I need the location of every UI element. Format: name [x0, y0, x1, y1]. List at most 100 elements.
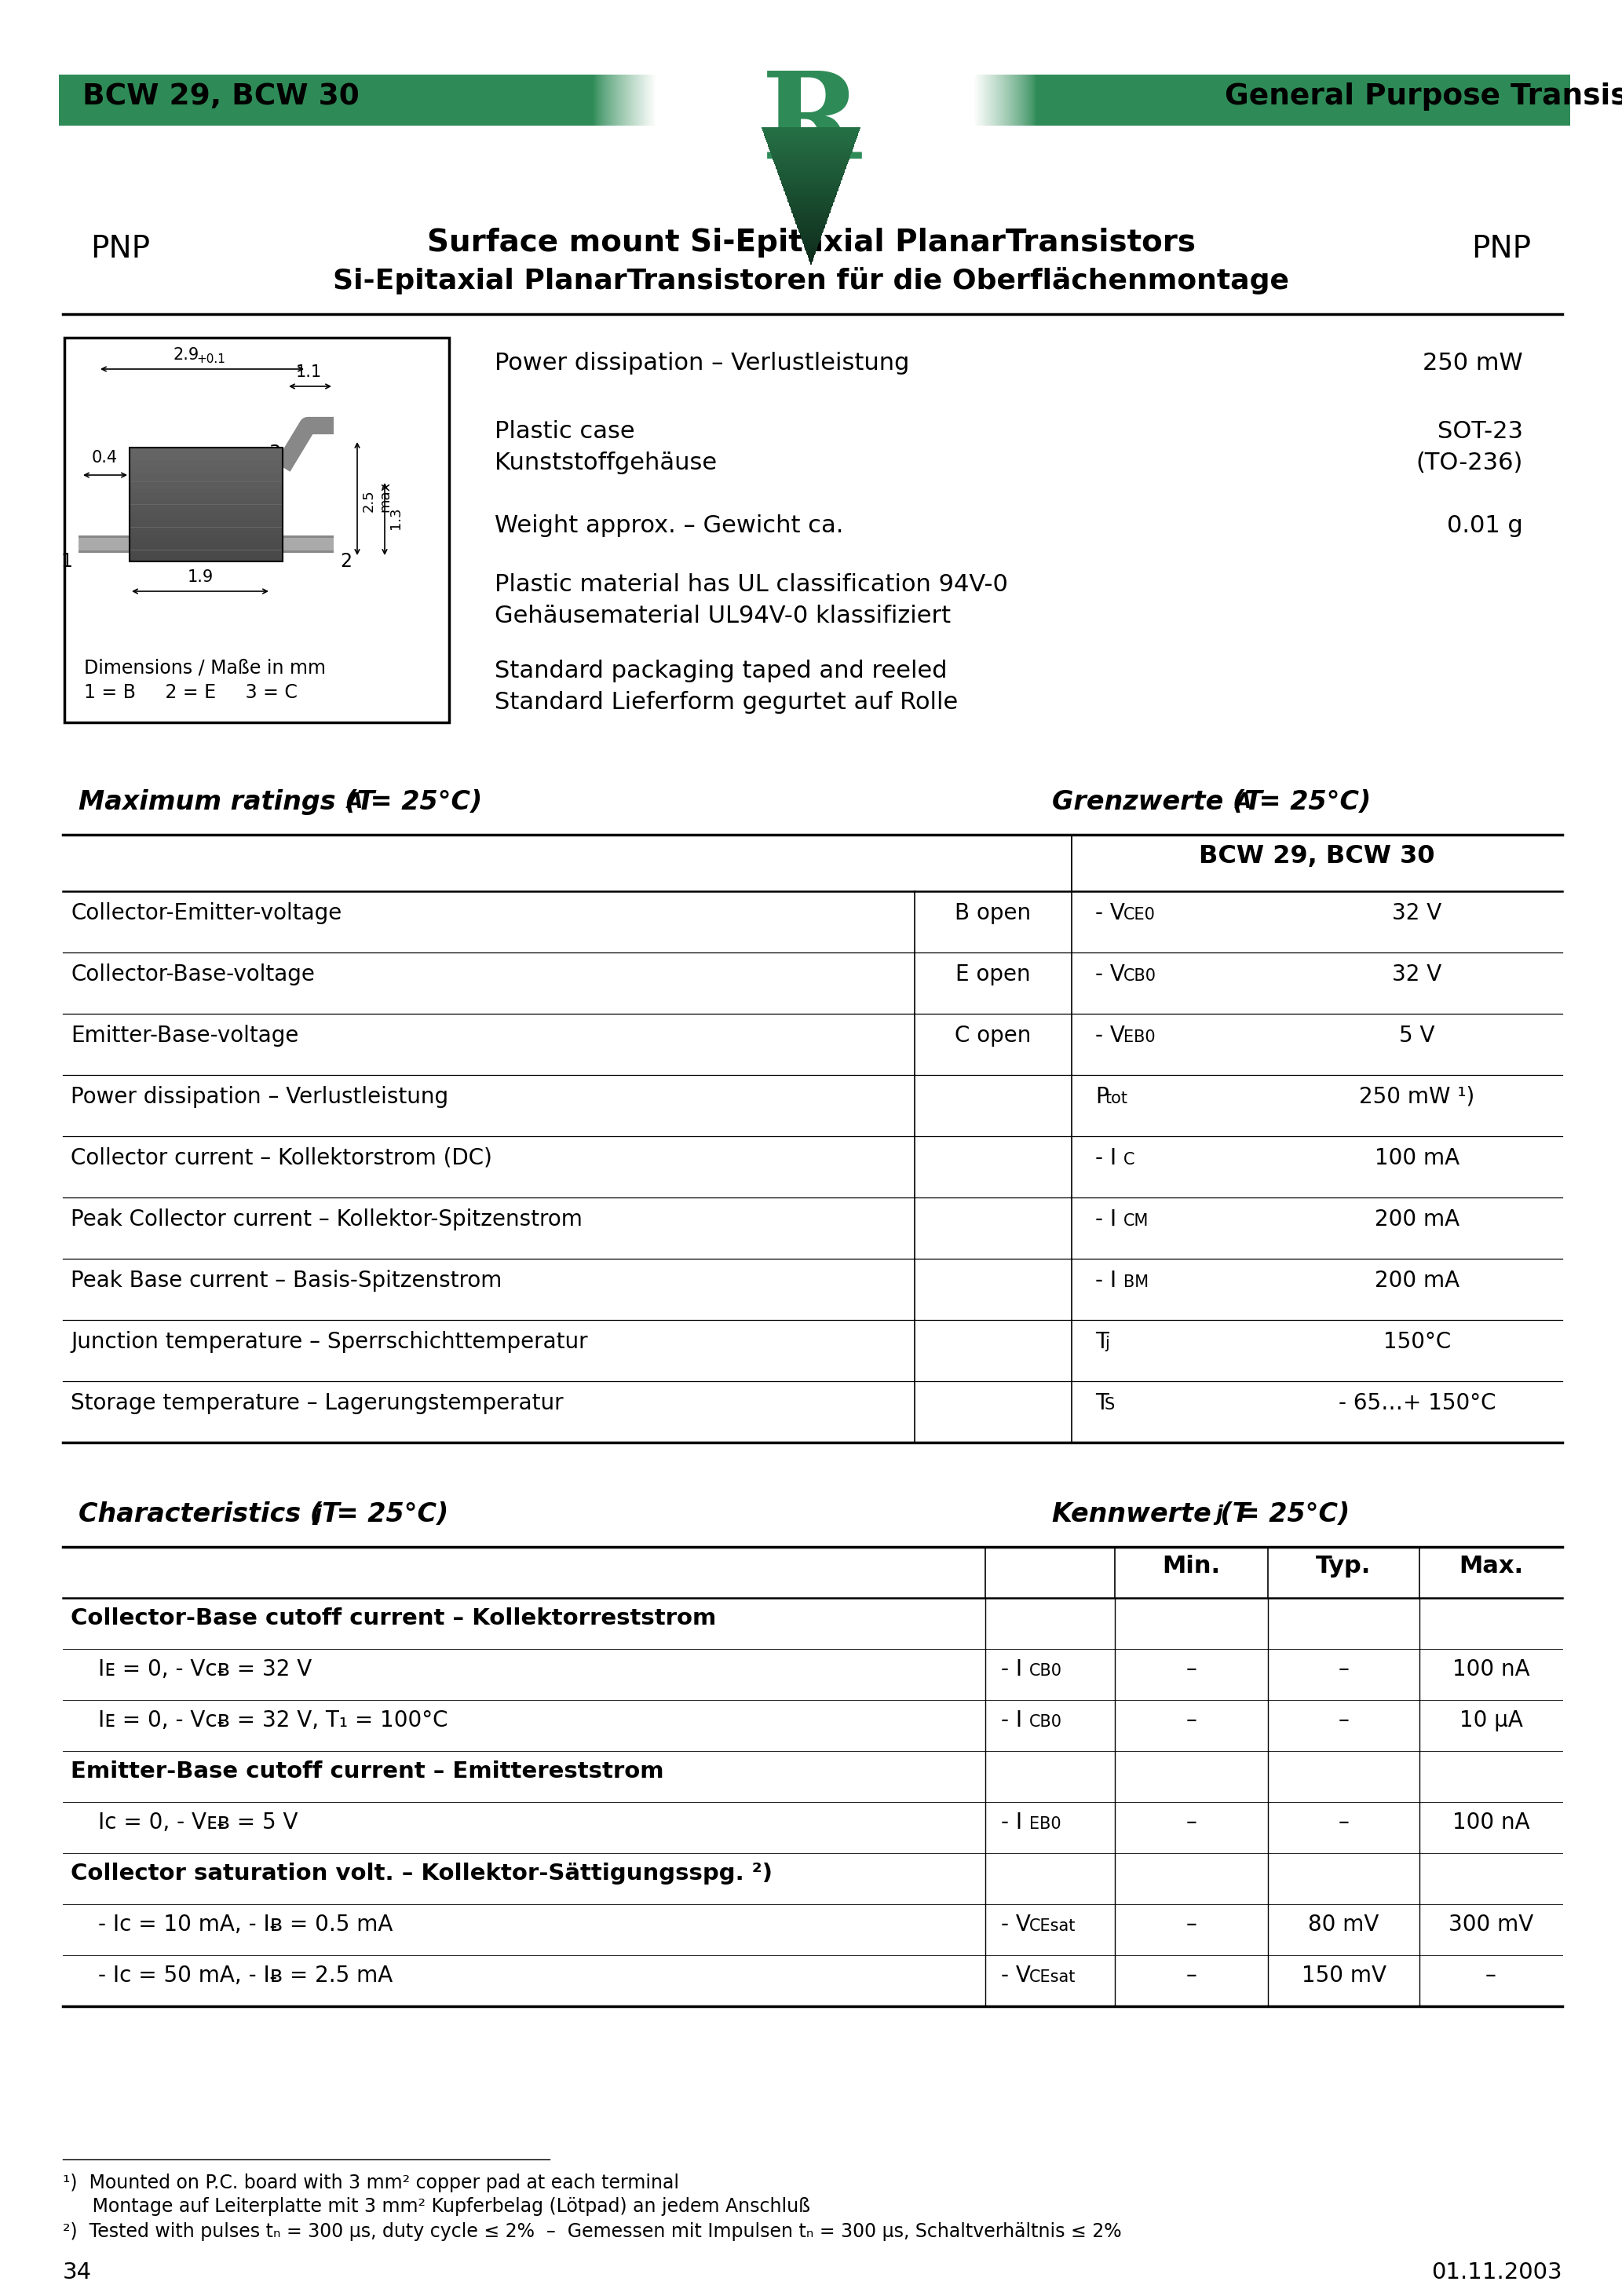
- Text: Characteristics (T: Characteristics (T: [78, 1502, 339, 1527]
- Text: +0.1: +0.1: [196, 354, 225, 365]
- Text: Standard packaging taped and reeled: Standard packaging taped and reeled: [495, 659, 947, 682]
- Text: = 25°C): = 25°C): [1229, 1502, 1350, 1527]
- Text: Plastic material has UL classification 94V-0: Plastic material has UL classification 9…: [495, 574, 1007, 597]
- Text: Montage auf Leiterplatte mit 3 mm² Kupferbelag (Lötpad) an jedem Anschluß: Montage auf Leiterplatte mit 3 mm² Kupfe…: [63, 2197, 811, 2216]
- Text: 2: 2: [341, 551, 352, 572]
- Text: –: –: [1186, 1711, 1197, 1731]
- Text: Collector-Emitter-voltage: Collector-Emitter-voltage: [71, 902, 342, 925]
- Bar: [130, 517, 282, 519]
- Text: B open: B open: [955, 902, 1032, 925]
- Text: Peak Collector current – Kollektor-Spitzenstrom: Peak Collector current – Kollektor-Spitz…: [71, 1208, 582, 1231]
- Text: T: T: [1095, 1332, 1108, 1352]
- Text: Peak Base current – Basis-Spitzenstrom: Peak Base current – Basis-Spitzenstrom: [71, 1270, 501, 1293]
- Text: 0.01 g: 0.01 g: [1447, 514, 1523, 537]
- Text: P: P: [1095, 1086, 1108, 1109]
- Text: Typ.: Typ.: [1315, 1554, 1371, 1577]
- Text: Maximum ratings (T: Maximum ratings (T: [78, 790, 375, 815]
- Text: 10 μA: 10 μA: [1460, 1711, 1523, 1731]
- Bar: [130, 505, 282, 507]
- Text: - V: - V: [1095, 902, 1126, 925]
- Text: - Iᴄ = 50 mA, - Iᴃ = 2.5 mA: - Iᴄ = 50 mA, - Iᴃ = 2.5 mA: [99, 1965, 393, 1986]
- Text: EB0: EB0: [1030, 1816, 1061, 1832]
- Bar: [130, 471, 282, 475]
- Text: –: –: [1338, 1812, 1350, 1835]
- Text: Iᴇ = 0, - Vᴄᴃ = 32 V, T₁ = 100°C: Iᴇ = 0, - Vᴄᴃ = 32 V, T₁ = 100°C: [99, 1711, 448, 1731]
- Text: 32 V: 32 V: [1392, 964, 1442, 985]
- Text: CM: CM: [1124, 1212, 1148, 1228]
- Bar: [973, 73, 1570, 126]
- Text: A: A: [347, 792, 363, 813]
- Text: Surface mount Si-Epitaxial PlanarTransistors: Surface mount Si-Epitaxial PlanarTransis…: [427, 227, 1195, 257]
- Text: Standard Lieferform gegurtet auf Rolle: Standard Lieferform gegurtet auf Rolle: [495, 691, 959, 714]
- Text: CB0: CB0: [1124, 969, 1156, 985]
- Text: Dimensions / Maße in mm: Dimensions / Maße in mm: [84, 659, 326, 677]
- Text: Grenzwerte (T: Grenzwerte (T: [1053, 790, 1262, 815]
- Text: 250 mW: 250 mW: [1422, 351, 1523, 374]
- Text: - 65…+ 150°C: - 65…+ 150°C: [1338, 1391, 1495, 1414]
- Text: 200 mA: 200 mA: [1375, 1270, 1460, 1293]
- Text: 32 V: 32 V: [1392, 902, 1442, 925]
- Text: j: j: [315, 1504, 321, 1525]
- Text: C: C: [1124, 1153, 1135, 1169]
- Text: Iᴇ = 0, - Vᴄᴃ = 32 V: Iᴇ = 0, - Vᴄᴃ = 32 V: [99, 1658, 311, 1681]
- Text: Plastic case: Plastic case: [495, 420, 634, 443]
- Text: Code: Code: [185, 505, 227, 519]
- Text: 1.3: 1.3: [389, 507, 402, 530]
- Text: tot: tot: [1105, 1091, 1127, 1107]
- Text: Emitter-Base cutoff current – Emittereststrom: Emitter-Base cutoff current – Emitterest…: [71, 1761, 663, 1782]
- Text: 250 mW ¹): 250 mW ¹): [1359, 1086, 1474, 1109]
- Text: 300 mV: 300 mV: [1448, 1913, 1533, 1936]
- Text: 200 mA: 200 mA: [1375, 1208, 1460, 1231]
- Text: CE0: CE0: [1124, 907, 1155, 923]
- Text: 150°C: 150°C: [1384, 1332, 1452, 1352]
- Text: CB0: CB0: [1030, 1715, 1062, 1729]
- Text: - V: - V: [1095, 1024, 1126, 1047]
- Text: E open: E open: [955, 964, 1030, 985]
- Bar: [130, 489, 282, 494]
- Text: –: –: [1486, 1965, 1497, 1986]
- Text: - I: - I: [1095, 1148, 1116, 1169]
- Text: PNP: PNP: [91, 234, 151, 264]
- Text: j: j: [1105, 1336, 1109, 1352]
- Text: S: S: [1105, 1396, 1114, 1412]
- Bar: [130, 540, 282, 542]
- Text: 1 = B     2 = E     3 = C: 1 = B 2 = E 3 = C: [84, 684, 297, 703]
- Text: Si-Epitaxial PlanarTransistoren für die Oberflächenmontage: Si-Epitaxial PlanarTransistoren für die …: [333, 266, 1289, 294]
- Text: Gehäusematerial UL94V-0 klassifiziert: Gehäusematerial UL94V-0 klassifiziert: [495, 604, 950, 627]
- Bar: [130, 523, 282, 528]
- Text: –: –: [1338, 1711, 1350, 1731]
- Text: R: R: [761, 67, 861, 184]
- Text: Type: Type: [187, 475, 225, 491]
- Text: Iᴄ = 0, - Vᴇᴃ = 5 V: Iᴄ = 0, - Vᴇᴃ = 5 V: [99, 1812, 298, 1835]
- Bar: [130, 464, 282, 466]
- Text: C open: C open: [955, 1024, 1032, 1047]
- Text: –: –: [1338, 1658, 1350, 1681]
- Bar: [130, 507, 282, 512]
- Bar: [130, 496, 282, 501]
- Text: 0.4: 0.4: [91, 450, 117, 466]
- Bar: [58, 73, 655, 126]
- Bar: [282, 537, 334, 551]
- Text: - I: - I: [1001, 1812, 1022, 1835]
- Text: j: j: [1215, 1504, 1223, 1525]
- Text: –: –: [1186, 1658, 1197, 1681]
- Bar: [130, 459, 282, 464]
- Text: = 25°C): = 25°C): [328, 1502, 449, 1527]
- Text: (TO-236): (TO-236): [1416, 452, 1523, 475]
- Text: Min.: Min.: [1163, 1554, 1220, 1577]
- Text: –: –: [1186, 1965, 1197, 1986]
- Text: BCW 29, BCW 30: BCW 29, BCW 30: [83, 83, 360, 110]
- Text: Collector-Base cutoff current – Kollektorreststrom: Collector-Base cutoff current – Kollekto…: [71, 1607, 717, 1630]
- Text: Collector-Base-voltage: Collector-Base-voltage: [71, 964, 315, 985]
- Text: CEsat: CEsat: [1030, 1970, 1075, 1986]
- Text: –: –: [1186, 1812, 1197, 1835]
- Bar: [130, 482, 282, 484]
- Text: BM: BM: [1124, 1274, 1148, 1290]
- Text: - I: - I: [1001, 1711, 1022, 1731]
- Text: - Iᴄ = 10 mA, - Iᴃ = 0.5 mA: - Iᴄ = 10 mA, - Iᴃ = 0.5 mA: [99, 1913, 393, 1936]
- Text: 3: 3: [269, 443, 281, 461]
- Text: 150 mV: 150 mV: [1301, 1965, 1387, 1986]
- Text: CEsat: CEsat: [1030, 1917, 1075, 1933]
- Text: - I: - I: [1001, 1658, 1022, 1681]
- Text: Power dissipation – Verlustleistung: Power dissipation – Verlustleistung: [71, 1086, 448, 1109]
